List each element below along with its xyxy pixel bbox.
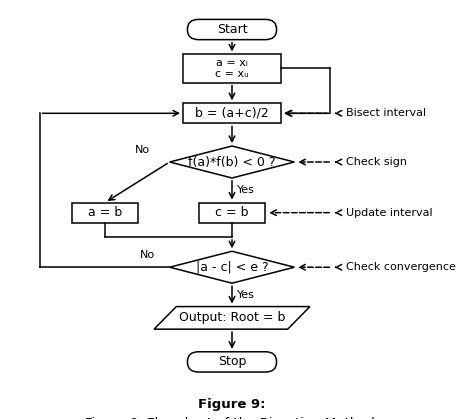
Text: b = (a+c)/2: b = (a+c)/2: [195, 107, 268, 120]
Text: No: No: [139, 250, 155, 260]
FancyBboxPatch shape: [187, 19, 276, 40]
Polygon shape: [169, 146, 294, 178]
Polygon shape: [169, 251, 294, 283]
Text: Bisect interval: Bisect interval: [345, 108, 425, 118]
Text: a = b: a = b: [88, 206, 122, 219]
Text: Figure 9:: Figure 9:: [198, 398, 265, 411]
Text: Stop: Stop: [217, 355, 246, 368]
Text: Yes: Yes: [237, 185, 255, 195]
Polygon shape: [154, 307, 309, 329]
FancyBboxPatch shape: [198, 202, 265, 223]
FancyBboxPatch shape: [187, 352, 276, 372]
Text: Figure 9: Flowchart of the Bisection Method.: Figure 9: Flowchart of the Bisection Met…: [85, 398, 378, 411]
Text: Check sign: Check sign: [345, 157, 406, 167]
Text: Check convergence: Check convergence: [345, 262, 455, 272]
Text: |a - c| < e ?: |a - c| < e ?: [195, 261, 268, 274]
FancyBboxPatch shape: [182, 54, 281, 83]
Text: a = xₗ
c = xᵤ: a = xₗ c = xᵤ: [215, 58, 248, 79]
FancyBboxPatch shape: [182, 103, 281, 124]
Text: c = b: c = b: [215, 206, 248, 219]
Text: f(a)*f(b) < 0 ?: f(a)*f(b) < 0 ?: [188, 155, 275, 168]
Text: No: No: [135, 145, 150, 155]
Text: Figure 9: Flowchart of the Bisection Method.: Figure 9: Flowchart of the Bisection Met…: [85, 417, 378, 419]
Text: Yes: Yes: [237, 290, 255, 300]
Text: Output: Root = b: Output: Root = b: [178, 311, 285, 324]
Text: Update interval: Update interval: [345, 208, 431, 217]
FancyBboxPatch shape: [71, 202, 138, 223]
Text: Start: Start: [216, 23, 247, 36]
